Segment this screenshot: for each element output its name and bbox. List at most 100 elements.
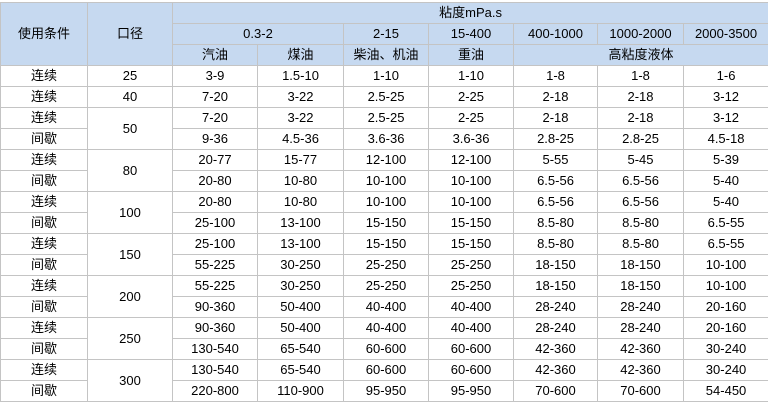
flow-range-cell: 18-150 bbox=[514, 255, 598, 276]
flow-range-cell: 25-100 bbox=[173, 234, 258, 255]
flow-range-cell: 50-400 bbox=[258, 297, 344, 318]
flow-range-cell: 3-12 bbox=[684, 108, 768, 129]
flow-range-cell: 220-800 bbox=[173, 381, 258, 402]
condition-cell: 间歇 bbox=[1, 297, 88, 318]
flow-range-cell: 2-18 bbox=[598, 87, 684, 108]
flow-range-cell: 10-100 bbox=[344, 192, 429, 213]
header-fluid: 柴油、机油 bbox=[344, 45, 429, 66]
flow-range-cell: 60-600 bbox=[429, 339, 514, 360]
flow-range-cell: 130-540 bbox=[173, 360, 258, 381]
header-fluid: 重油 bbox=[429, 45, 514, 66]
header-fluid: 煤油 bbox=[258, 45, 344, 66]
flow-range-cell: 18-150 bbox=[514, 276, 598, 297]
flow-range-cell: 95-950 bbox=[429, 381, 514, 402]
header-range: 400-1000 bbox=[514, 24, 598, 45]
flow-range-cell: 130-540 bbox=[173, 339, 258, 360]
flow-range-cell: 4.5-18 bbox=[684, 129, 768, 150]
flow-range-cell: 3.6-36 bbox=[429, 129, 514, 150]
flow-range-cell: 55-225 bbox=[173, 255, 258, 276]
flow-range-cell: 6.5-56 bbox=[598, 171, 684, 192]
flow-range-cell: 70-600 bbox=[598, 381, 684, 402]
flow-range-cell: 70-600 bbox=[514, 381, 598, 402]
flow-range-cell: 28-240 bbox=[598, 297, 684, 318]
flow-range-cell: 2-25 bbox=[429, 108, 514, 129]
flow-range-cell: 5-39 bbox=[684, 150, 768, 171]
flow-range-cell: 3-22 bbox=[258, 108, 344, 129]
flow-range-cell: 10-80 bbox=[258, 192, 344, 213]
caliber-cell: 100 bbox=[88, 192, 173, 234]
flow-range-cell: 20-160 bbox=[684, 297, 768, 318]
flow-range-cell: 60-600 bbox=[344, 360, 429, 381]
caliber-cell: 80 bbox=[88, 150, 173, 192]
caliber-cell: 40 bbox=[88, 87, 173, 108]
flow-range-cell: 28-240 bbox=[514, 318, 598, 339]
condition-cell: 间歇 bbox=[1, 213, 88, 234]
flow-range-cell: 15-150 bbox=[344, 213, 429, 234]
condition-cell: 连续 bbox=[1, 234, 88, 255]
flow-range-cell: 2.8-25 bbox=[598, 129, 684, 150]
flow-range-cell: 1-10 bbox=[429, 66, 514, 87]
flow-range-cell: 30-240 bbox=[684, 339, 768, 360]
condition-cell: 连续 bbox=[1, 108, 88, 129]
header-condition: 使用条件 bbox=[1, 3, 88, 66]
caliber-cell: 50 bbox=[88, 108, 173, 150]
flow-range-cell: 30-240 bbox=[684, 360, 768, 381]
flow-range-cell: 8.5-80 bbox=[514, 234, 598, 255]
flow-range-cell: 40-400 bbox=[429, 318, 514, 339]
flow-range-cell: 95-950 bbox=[344, 381, 429, 402]
flow-range-cell: 2-25 bbox=[429, 87, 514, 108]
flow-range-cell: 65-540 bbox=[258, 360, 344, 381]
flow-range-cell: 60-600 bbox=[344, 339, 429, 360]
flow-range-cell: 12-100 bbox=[344, 150, 429, 171]
header-viscosity: 粘度mPa.s bbox=[173, 3, 768, 24]
flow-range-cell: 40-400 bbox=[344, 297, 429, 318]
flow-range-cell: 8.5-80 bbox=[514, 213, 598, 234]
flow-range-cell: 25-100 bbox=[173, 213, 258, 234]
condition-cell: 连续 bbox=[1, 66, 88, 87]
flow-range-cell: 20-160 bbox=[684, 318, 768, 339]
flow-range-cell: 8.5-80 bbox=[598, 234, 684, 255]
flow-range-cell: 13-100 bbox=[258, 213, 344, 234]
flow-range-cell: 25-250 bbox=[429, 276, 514, 297]
flow-range-cell: 25-250 bbox=[429, 255, 514, 276]
flow-range-cell: 10-100 bbox=[684, 276, 768, 297]
flow-range-cell: 54-450 bbox=[684, 381, 768, 402]
flow-range-cell: 28-240 bbox=[598, 318, 684, 339]
condition-cell: 连续 bbox=[1, 87, 88, 108]
table-header: 使用条件 口径 粘度mPa.s 0.3-2 2-15 15-400 400-10… bbox=[1, 3, 768, 66]
flow-range-cell: 5-40 bbox=[684, 192, 768, 213]
flow-range-cell: 2.8-25 bbox=[514, 129, 598, 150]
flow-range-cell: 5-45 bbox=[598, 150, 684, 171]
flow-range-cell: 20-80 bbox=[173, 171, 258, 192]
flow-range-cell: 2.5-25 bbox=[344, 87, 429, 108]
flow-range-cell: 50-400 bbox=[258, 318, 344, 339]
flow-range-cell: 1-8 bbox=[598, 66, 684, 87]
flow-range-cell: 30-250 bbox=[258, 276, 344, 297]
flow-range-cell: 20-80 bbox=[173, 192, 258, 213]
condition-cell: 连续 bbox=[1, 150, 88, 171]
flow-range-cell: 42-360 bbox=[598, 339, 684, 360]
flow-range-cell: 42-360 bbox=[514, 360, 598, 381]
flow-range-cell: 12-100 bbox=[429, 150, 514, 171]
flow-range-cell: 90-360 bbox=[173, 318, 258, 339]
flow-range-cell: 18-150 bbox=[598, 255, 684, 276]
flow-range-cell: 110-900 bbox=[258, 381, 344, 402]
flow-range-cell: 2-18 bbox=[514, 108, 598, 129]
flow-range-cell: 10-100 bbox=[429, 171, 514, 192]
flow-range-cell: 3-12 bbox=[684, 87, 768, 108]
flow-range-cell: 15-150 bbox=[344, 234, 429, 255]
flow-range-cell: 8.5-80 bbox=[598, 213, 684, 234]
condition-cell: 连续 bbox=[1, 318, 88, 339]
flow-range-cell: 65-540 bbox=[258, 339, 344, 360]
condition-cell: 连续 bbox=[1, 192, 88, 213]
condition-cell: 间歇 bbox=[1, 255, 88, 276]
flow-range-cell: 60-600 bbox=[429, 360, 514, 381]
